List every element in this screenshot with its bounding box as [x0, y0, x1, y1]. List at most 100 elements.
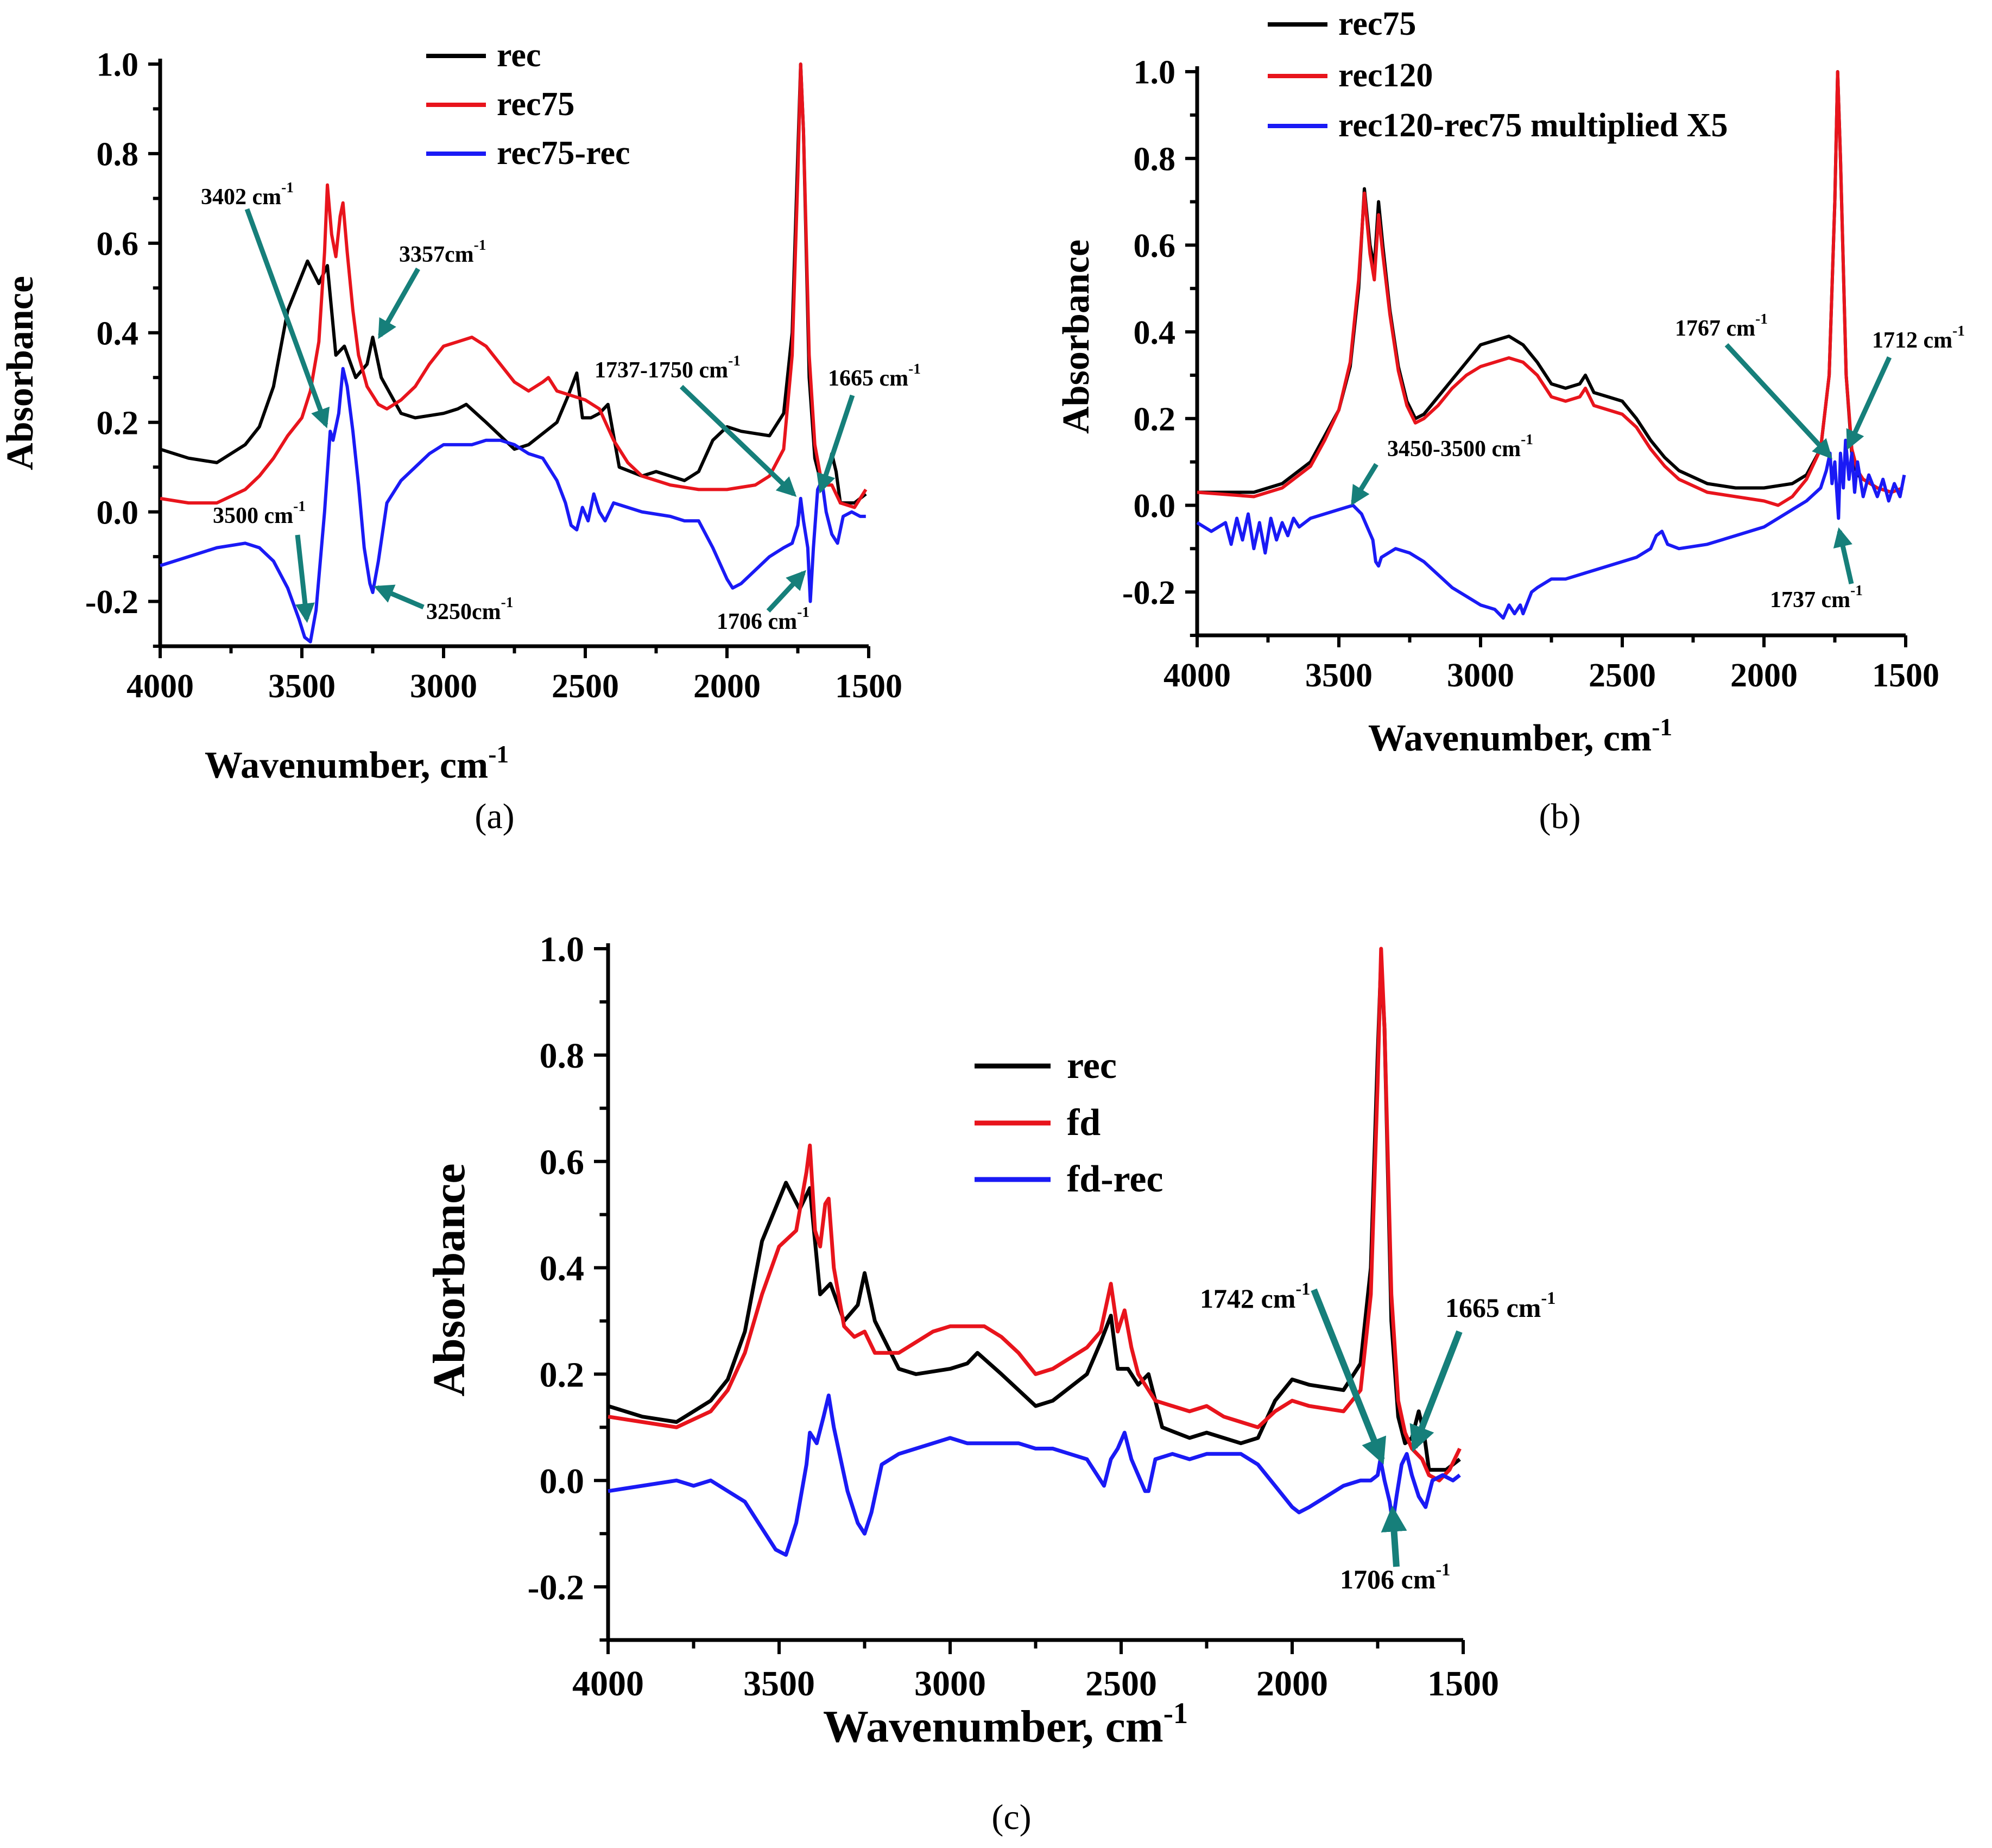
x-tick-label: 3500 [743, 1664, 815, 1704]
x-tick-label: 4000 [572, 1664, 644, 1704]
y-tick-label: 0.2 [540, 1355, 585, 1395]
series-line-rec [160, 62, 867, 505]
arrow-1742 [1311, 1288, 1387, 1465]
y-tick-label: -0.2 [528, 1568, 584, 1607]
panel-a-ylabel: Absorbance [0, 276, 41, 470]
annotation-3500-a: 3500 cm-1 [213, 498, 306, 528]
arrow-1665-c [1409, 1330, 1463, 1452]
annotation-3250: 3250cm-1 [426, 594, 513, 625]
arrow-3402 [244, 208, 330, 428]
annotation-1706-a: 1706 cm-1 [717, 604, 810, 634]
arrow-1737 [1833, 527, 1854, 584]
panel-b-caption: (b) [1539, 797, 1581, 836]
x-tick-label: 2000 [1256, 1664, 1328, 1704]
series-line-rec75 [160, 62, 868, 509]
legend-label-rec-c: rec [1067, 1045, 1117, 1087]
x-tick-label: 1500 [1872, 657, 1939, 694]
y-tick-label: 0.8 [540, 1036, 585, 1076]
panel-c-annotations: 1742 cm-1 1665 cm-1 1706 cm-1 [1200, 1279, 1555, 1594]
x-tick-label: 1500 [835, 668, 902, 705]
annotation-1712: 1712 cm-1 [1872, 323, 1965, 353]
annotation-1665-a: 1665 cm-1 [828, 361, 921, 391]
x-tick-label: 3000 [1447, 657, 1514, 694]
arrow-3500-a [295, 534, 315, 623]
series-line-rec120-rec75-multiplied-X5 [1196, 438, 1906, 620]
legend-label-rec75-rec: rec75-rec [497, 135, 630, 172]
annotation-3402: 3402 cm-1 [201, 179, 294, 210]
series-line-rec [607, 957, 1461, 1472]
panel-c-xlabel: Wavenumber, cm-1 [823, 1696, 1188, 1752]
legend-label-rec120: rec120 [1338, 57, 1433, 94]
legend-label-rec: rec [497, 37, 541, 74]
annotation-1767: 1767 cm-1 [1675, 311, 1768, 341]
series-line-rec75-rec [160, 367, 866, 644]
y-tick-label: 0.0 [1134, 488, 1176, 525]
panel-c-ylabel: Absorbance [424, 1163, 475, 1396]
panel-b-ylabel: Absorbance [1055, 239, 1097, 434]
legend-label-rec120-rec75: rec120-rec75 multiplied X5 [1338, 107, 1728, 144]
panel-a: 4000 3500 3000 2500 2000 1500 -0.2 0.0 0.2 0.4 0.6… [0, 37, 921, 836]
arrow-1712 [1846, 356, 1892, 450]
y-tick-label: 0.4 [540, 1249, 585, 1289]
y-tick-label: 0.8 [97, 136, 139, 173]
x-tick-label: 1500 [1427, 1664, 1499, 1704]
annotation-1742: 1742 cm-1 [1200, 1279, 1310, 1314]
annotation-1737: 1737 cm-1 [1770, 582, 1863, 613]
x-tick-label: 3500 [268, 668, 336, 705]
panel-b: 4000 3500 3000 2500 2000 1500 -0.2 0.0 0.2 0.4 0.6… [1055, 5, 1965, 836]
y-tick-label: -0.2 [85, 584, 138, 621]
arrow-3250 [374, 584, 425, 610]
y-tick-label: 0.4 [97, 315, 139, 352]
y-tick-label: 0.0 [540, 1461, 585, 1501]
arrow-1706-a [766, 570, 806, 613]
arrow-3357 [378, 267, 420, 339]
panel-b-plot-area: 4000 3500 3000 2500 2000 1500 -0.2 0.0 0.2 0.4 0.6… [1122, 54, 1939, 694]
panel-c-caption: (c) [991, 1797, 1031, 1837]
y-tick-label: 1.0 [97, 47, 139, 84]
legend-label-rec75: rec75 [497, 86, 574, 123]
y-tick-label: 1.0 [1134, 54, 1176, 91]
y-tick-label: 0.2 [97, 405, 139, 441]
x-tick-label: 3000 [914, 1664, 986, 1704]
panel-c-legend: rec fd fd-rec [975, 1045, 1163, 1200]
legend-label-fd: fd [1067, 1102, 1101, 1144]
arrow-3450-3500 [1351, 463, 1378, 506]
annotation-1706-c: 1706 cm-1 [1340, 1560, 1450, 1594]
y-tick-label: 0.6 [540, 1143, 585, 1182]
series-line-rec120 [1197, 70, 1904, 507]
x-tick-label: 4000 [127, 668, 194, 705]
x-tick-label: 2000 [693, 668, 761, 705]
panel-a-xlabel: Wavenumber, cm-1 [205, 740, 509, 786]
panel-c-plot-area: 4000 3500 3000 2500 2000 1500 -0.2 0.0 0.2 0.4 0.6… [528, 930, 1499, 1704]
arrow-1706-c [1381, 1505, 1407, 1567]
x-tick-label: 2500 [1589, 657, 1656, 694]
annotation-3450-3500: 3450-3500 cm-1 [1387, 431, 1533, 462]
panel-c: 4000 3500 3000 2500 2000 1500 -0.2 0.0 0.2 0.4 0.6… [424, 930, 1555, 1837]
panel-a-caption: (a) [475, 797, 514, 836]
y-tick-label: -0.2 [1122, 575, 1175, 611]
panel-b-annotations: 3450-3500 cm-1 1767 cm-1 1712 cm-1 1737 … [1351, 311, 1965, 613]
panel-b-xlabel: Wavenumber, cm-1 [1368, 713, 1672, 759]
annotation-3357: 3357cm-1 [399, 237, 486, 267]
y-tick-label: 0.2 [1134, 401, 1176, 438]
series-line-fd [608, 947, 1462, 1483]
legend-label-fd-rec: fd-rec [1067, 1158, 1163, 1200]
y-tick-label: 0.8 [1134, 141, 1176, 178]
panel-b-legend: rec75 rec120 rec120-rec75 multiplied X5 [1268, 5, 1728, 144]
y-tick-label: 0.4 [1134, 314, 1176, 351]
arrow-1737-1750 [679, 384, 797, 497]
panel-a-plot-area: 4000 3500 3000 2500 2000 1500 -0.2 0.0 0.2 0.4 0.6… [85, 47, 902, 705]
y-tick-label: 0.6 [97, 226, 139, 263]
panel-a-legend: rec rec75 rec75-rec [426, 37, 630, 172]
panel-a-annotations: 3402 cm-1 3357cm-1 1737-1750 cm-1 1665 c… [201, 179, 921, 634]
x-tick-label: 2500 [552, 668, 619, 705]
y-tick-label: 0.0 [97, 494, 139, 531]
annotation-1737-1750: 1737-1750 cm-1 [595, 352, 741, 383]
x-tick-label: 3000 [410, 668, 477, 705]
legend-label-rec75-b: rec75 [1338, 5, 1416, 42]
x-tick-label: 3500 [1305, 657, 1373, 694]
arrow-1665-a [817, 394, 855, 494]
x-tick-label: 2500 [1085, 1664, 1157, 1704]
annotation-1665-c: 1665 cm-1 [1445, 1289, 1555, 1323]
